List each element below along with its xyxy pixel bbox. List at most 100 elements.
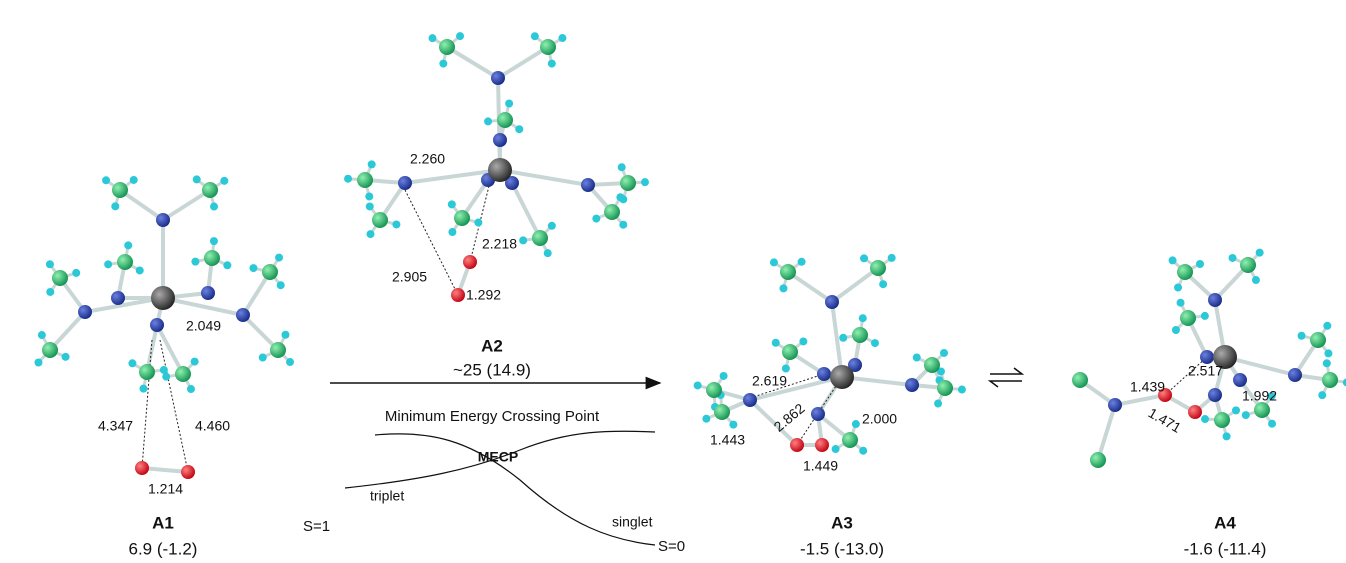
atom	[1174, 284, 1182, 292]
atom	[439, 39, 455, 55]
atom	[1180, 310, 1196, 326]
atom	[743, 393, 757, 407]
atom	[136, 266, 144, 274]
distance-label: 2.862	[771, 400, 808, 435]
atom	[706, 382, 722, 398]
atom	[860, 254, 868, 262]
bond	[163, 298, 243, 315]
atom	[357, 172, 373, 188]
distance-label: 2.905	[392, 269, 427, 285]
atom	[42, 342, 58, 358]
distance-label: 1.471	[1146, 404, 1185, 435]
distance-label: 1.992	[1242, 388, 1277, 404]
atom	[454, 210, 470, 226]
atom	[620, 175, 636, 191]
atom	[277, 281, 285, 289]
atom	[832, 445, 840, 453]
distance-label: 2.260	[410, 151, 445, 167]
atom	[924, 357, 940, 373]
atom	[619, 221, 627, 229]
atom	[1288, 368, 1302, 382]
atom	[1223, 432, 1231, 440]
bond	[1115, 395, 1165, 405]
bonds	[38, 36, 1346, 472]
atom	[275, 254, 283, 262]
atom	[694, 381, 702, 389]
atom	[558, 34, 566, 42]
atom	[505, 100, 513, 108]
atom	[825, 295, 839, 309]
atom	[714, 404, 730, 420]
atom	[249, 264, 257, 272]
atom	[463, 255, 477, 269]
distance-label: 1.214	[148, 481, 183, 497]
atom	[958, 386, 966, 394]
distance-label: 4.347	[98, 418, 133, 434]
atom	[548, 222, 556, 230]
singlet-label: singlet	[612, 514, 653, 530]
atom	[236, 308, 250, 322]
atom	[491, 71, 505, 85]
atom	[830, 365, 854, 389]
atom	[484, 117, 492, 125]
energy-label: -1.6 (-11.4)	[1184, 539, 1267, 558]
atom	[162, 373, 170, 381]
atom	[62, 353, 70, 361]
atom	[1318, 391, 1326, 399]
atom	[344, 175, 352, 183]
atom	[1214, 412, 1230, 428]
atom	[210, 237, 218, 245]
atom	[790, 438, 804, 452]
atom	[798, 258, 806, 266]
atom	[842, 432, 858, 448]
atom	[52, 270, 68, 286]
atom	[888, 254, 896, 262]
distance-label: 2.619	[752, 373, 787, 389]
atom	[46, 288, 54, 296]
distance-label: 2.000	[862, 411, 897, 427]
atom	[202, 182, 218, 198]
atom	[117, 254, 133, 270]
atom	[135, 461, 149, 475]
atom	[852, 420, 860, 428]
atom	[1268, 420, 1276, 428]
energy-label: 6.9 (-1.2)	[129, 539, 198, 558]
atom	[815, 438, 829, 452]
atom	[729, 421, 737, 429]
atom	[1229, 254, 1237, 262]
distance-label: 1.449	[803, 458, 838, 474]
atom	[368, 160, 376, 168]
atom	[175, 366, 191, 382]
atom	[940, 349, 948, 357]
atom	[1310, 332, 1326, 348]
atom	[104, 260, 112, 268]
atom	[201, 286, 215, 300]
atom	[852, 327, 868, 343]
bond	[163, 190, 210, 220]
atom	[1201, 415, 1209, 423]
atom	[702, 415, 710, 423]
atom	[156, 213, 170, 227]
atom	[493, 133, 507, 147]
atom	[72, 269, 80, 277]
atom	[281, 331, 289, 339]
atom	[879, 280, 887, 288]
bond	[157, 325, 183, 374]
atom	[1298, 332, 1306, 340]
distance-label: 1.439	[1130, 379, 1165, 395]
atom	[38, 331, 46, 339]
atom	[139, 385, 147, 393]
atom	[193, 175, 201, 183]
atom	[488, 158, 512, 182]
atom	[1242, 411, 1250, 419]
atom	[859, 314, 867, 322]
atom	[286, 358, 294, 366]
atom	[604, 204, 620, 220]
distance-label: 4.460	[195, 418, 230, 434]
atom	[799, 337, 807, 345]
atom	[439, 60, 447, 68]
atom	[181, 465, 195, 479]
atom	[1072, 372, 1088, 388]
energy-label: -1.5 (-13.0)	[800, 539, 884, 558]
atom	[770, 258, 778, 266]
